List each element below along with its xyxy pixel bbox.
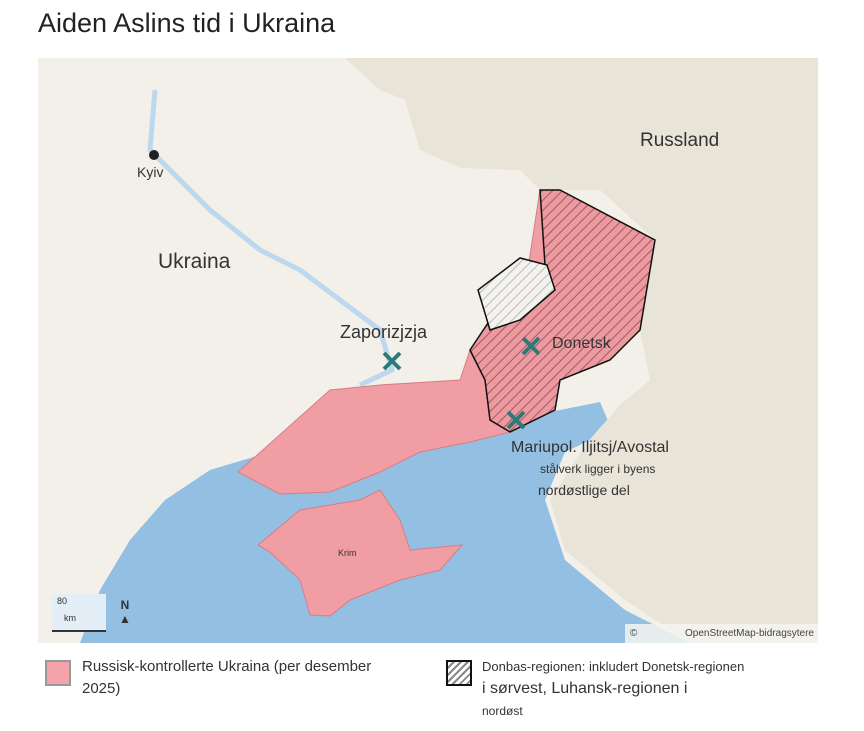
ukraina-label: Ukraina xyxy=(158,250,231,273)
donetsk-marker-icon xyxy=(521,336,541,356)
scale-bar: 80 km xyxy=(52,594,106,632)
scale-unit: km xyxy=(64,613,76,623)
occupied-swatch xyxy=(45,660,71,686)
copyright-icon: © xyxy=(630,628,638,639)
attribution[interactable]: © OpenStreetMap-bidragsytere xyxy=(625,624,818,643)
mariupol-label: Mariupol. Iljitsj/Avostal xyxy=(511,439,669,456)
russia-land xyxy=(345,58,818,643)
scale-value: 80 xyxy=(57,596,68,606)
zaporizjzja-marker-icon xyxy=(382,351,402,371)
donetsk-label: Donetsk xyxy=(552,335,611,352)
north-arrow-icon: N ▲ xyxy=(119,598,131,626)
marker-icons xyxy=(382,336,541,430)
kyiv-dot xyxy=(149,150,159,160)
donbas-swatch xyxy=(446,660,472,686)
crimea xyxy=(257,489,464,617)
russland-label: Russland xyxy=(640,130,720,151)
krim-label: Krim xyxy=(338,548,357,558)
legend-donbas: Donbas-regionen: inkludert Donetsk-regio… xyxy=(482,659,745,718)
kyiv-label: Kyiv xyxy=(137,164,164,180)
legend-occupied: Russisk-kontrollerte Ukraina (per desemb… xyxy=(82,658,372,697)
mariupol-marker-icon xyxy=(506,410,526,430)
map[interactable]: Kyiv Ukraina Russland Zaporizjzja Donets… xyxy=(38,58,818,643)
mariupol-label-2: stålverk ligger i byens xyxy=(540,462,656,476)
page-title: Aiden Aslins tid i Ukraina xyxy=(38,8,336,38)
donbas-unoccupied xyxy=(477,257,556,331)
map-canvas xyxy=(38,58,818,643)
zaporizjzja-label: Zaporizjzja xyxy=(340,322,428,342)
attribution-text: OpenStreetMap-bidragsytere xyxy=(685,628,814,639)
mariupol-label-3: nordøstlige del xyxy=(538,482,630,498)
